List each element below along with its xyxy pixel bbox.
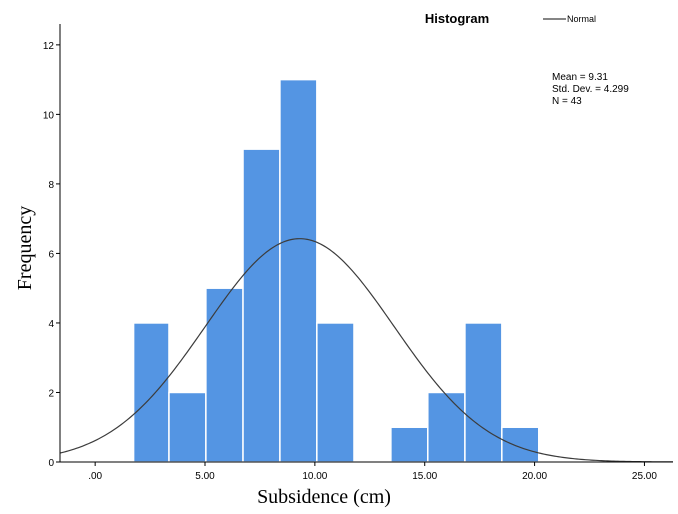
x-tick-labels: .00 5.00 10.00 15.00 20.00 25.00 bbox=[88, 471, 657, 482]
y-axis-label: Frequency bbox=[14, 206, 36, 290]
stats-n: N = 43 bbox=[552, 96, 582, 107]
x-tick-label-0: .00 bbox=[88, 471, 102, 482]
histogram-bars bbox=[132, 78, 540, 463]
x-axis-label: Subsidence (cm) bbox=[257, 486, 391, 508]
histogram-bar-3 bbox=[242, 148, 281, 463]
axes bbox=[56, 24, 673, 466]
x-tick-label-5: 25.00 bbox=[632, 471, 657, 482]
histogram-bar-2 bbox=[205, 287, 244, 463]
legend-normal-label: Normal bbox=[567, 14, 596, 24]
histogram-bar-7 bbox=[390, 426, 429, 463]
normal-curve bbox=[59, 238, 674, 463]
histogram-bar-5 bbox=[316, 322, 355, 463]
x-tick-label-2: 10.00 bbox=[302, 471, 327, 482]
y-tick-label-10: 10 bbox=[43, 110, 55, 121]
chart-title: Histogram bbox=[425, 11, 489, 26]
y-tick-label-4: 4 bbox=[48, 319, 54, 330]
y-tick-label-6: 6 bbox=[48, 249, 54, 260]
histogram-bar-1 bbox=[168, 391, 207, 463]
stats-mean: Mean = 9.31 bbox=[552, 72, 608, 83]
y-tick-label-0: 0 bbox=[48, 458, 54, 469]
x-tick-label-4: 20.00 bbox=[522, 471, 547, 482]
histogram-bar-4 bbox=[279, 78, 318, 463]
y-tick-label-12: 12 bbox=[43, 41, 55, 52]
x-tick-label-1: 5.00 bbox=[195, 471, 215, 482]
histogram-bar-9 bbox=[464, 322, 503, 463]
y-tick-labels: 0 2 4 6 8 10 12 bbox=[43, 41, 55, 469]
y-tick-label-2: 2 bbox=[48, 388, 54, 399]
histogram-bar-0 bbox=[132, 322, 170, 463]
histogram-bar-8 bbox=[427, 391, 466, 463]
legend: Normal bbox=[543, 14, 596, 24]
histogram-bar-10 bbox=[501, 426, 540, 463]
x-tick-label-3: 15.00 bbox=[412, 471, 437, 482]
stats-box: Mean = 9.31 Std. Dev. = 4.299 N = 43 bbox=[552, 72, 629, 107]
stats-std-dev: Std. Dev. = 4.299 bbox=[552, 84, 629, 95]
y-tick-label-8: 8 bbox=[48, 180, 54, 191]
